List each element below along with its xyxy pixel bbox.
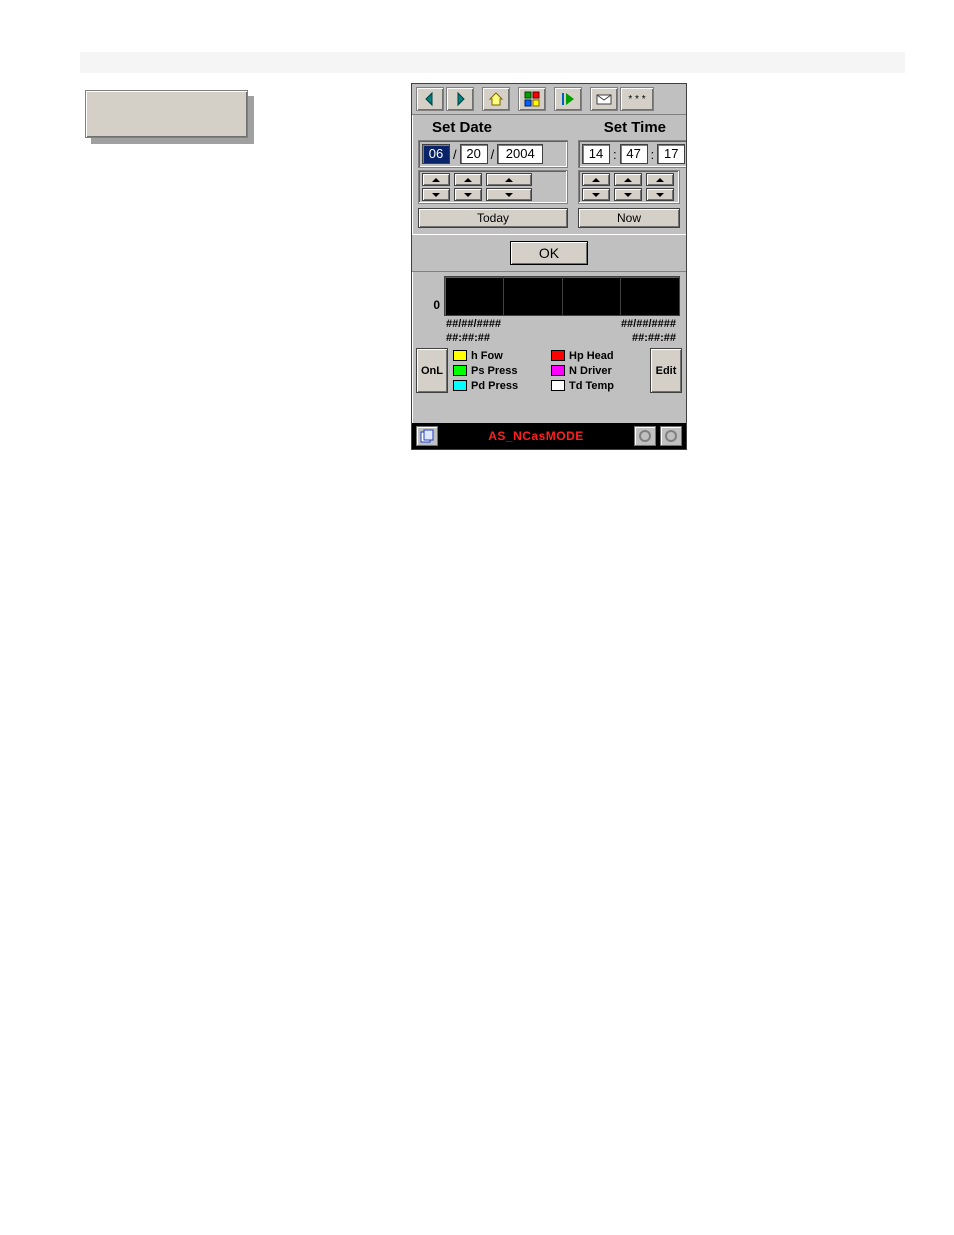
day-down-button[interactable] bbox=[454, 188, 482, 201]
hour-down-button[interactable] bbox=[582, 188, 610, 201]
ok-button[interactable]: OK bbox=[510, 241, 588, 265]
home-button[interactable] bbox=[482, 87, 510, 111]
toolbar: * * * bbox=[412, 84, 686, 115]
second-field[interactable]: 17 bbox=[657, 144, 685, 164]
legend-item: N Driver bbox=[549, 363, 647, 378]
more-button-label: * * * bbox=[628, 94, 645, 105]
day-field[interactable]: 20 bbox=[460, 144, 488, 164]
plot-end-date: ##/##/#### bbox=[621, 318, 676, 330]
status-bar: AS_NCasMODE bbox=[412, 423, 686, 449]
section-headings: Set Date Set Time bbox=[412, 115, 686, 138]
month-field[interactable]: 06 bbox=[422, 144, 450, 164]
trend-plot-frame: 0 bbox=[412, 272, 686, 316]
month-down-button[interactable] bbox=[422, 188, 450, 201]
legend: h Fow Hp Head Ps Press N Driver Pd Press… bbox=[451, 348, 647, 393]
legend-swatch bbox=[453, 350, 467, 361]
legend-swatch bbox=[453, 365, 467, 376]
year-up-button[interactable] bbox=[486, 173, 532, 186]
legend-item: Ps Press bbox=[451, 363, 549, 378]
second-up-button[interactable] bbox=[646, 173, 674, 186]
hour-field[interactable]: 14 bbox=[582, 144, 610, 164]
status-knob-2[interactable] bbox=[660, 426, 682, 446]
minute-down-button[interactable] bbox=[614, 188, 642, 201]
plot-date-ticks: ##/##/#### ##/##/#### bbox=[412, 316, 686, 330]
page-header-strip bbox=[80, 52, 905, 73]
legend-item: Pd Press bbox=[451, 378, 549, 393]
minute-field[interactable]: 47 bbox=[620, 144, 648, 164]
forward-button[interactable] bbox=[446, 87, 474, 111]
more-button[interactable]: * * * bbox=[620, 87, 654, 111]
legend-label: h Fow bbox=[471, 350, 503, 362]
legend-swatch bbox=[551, 380, 565, 391]
legend-label: Td Temp bbox=[569, 380, 614, 392]
side-panel-label bbox=[85, 90, 248, 138]
legend-label: Hp Head bbox=[569, 350, 614, 362]
today-button[interactable]: Today bbox=[418, 208, 568, 228]
time-spinners bbox=[578, 170, 680, 204]
plot-time-ticks: ##:##:## ##:##:## bbox=[412, 330, 686, 344]
year-field[interactable]: 2004 bbox=[497, 144, 543, 164]
legend-swatch bbox=[551, 350, 565, 361]
legend-item: h Fow bbox=[451, 348, 549, 363]
set-date-heading: Set Date bbox=[418, 119, 562, 136]
datetime-panel: * * * Set Date Set Time 06 / 20 / 2004 1… bbox=[411, 83, 687, 450]
windows-button[interactable] bbox=[518, 87, 546, 111]
legend-label: Ps Press bbox=[471, 365, 517, 377]
minute-up-button[interactable] bbox=[614, 173, 642, 186]
status-message: AS_NCasMODE bbox=[442, 429, 630, 443]
date-group: 06 / 20 / 2004 bbox=[418, 140, 568, 168]
legend-label: Pd Press bbox=[471, 380, 518, 392]
hour-up-button[interactable] bbox=[582, 173, 610, 186]
onl-button[interactable]: OnL bbox=[416, 348, 448, 393]
month-up-button[interactable] bbox=[422, 173, 450, 186]
plot-start-time: ##:##:## bbox=[446, 332, 490, 344]
legend-swatch bbox=[551, 365, 565, 376]
date-sep-2: / bbox=[490, 147, 496, 162]
second-down-button[interactable] bbox=[646, 188, 674, 201]
plot-y-tick: 0 bbox=[418, 276, 444, 312]
day-up-button[interactable] bbox=[454, 173, 482, 186]
edit-button[interactable]: Edit bbox=[650, 348, 682, 393]
year-down-button[interactable] bbox=[486, 188, 532, 201]
time-group: 14 : 47 : 17 bbox=[578, 140, 687, 168]
status-knob-1[interactable] bbox=[634, 426, 656, 446]
mail-button[interactable] bbox=[590, 87, 618, 111]
legend-swatch bbox=[453, 380, 467, 391]
time-sep-1: : bbox=[612, 147, 618, 162]
plot-start-date: ##/##/#### bbox=[446, 318, 501, 330]
plot-end-time: ##:##:## bbox=[632, 332, 676, 344]
now-button[interactable]: Now bbox=[578, 208, 680, 228]
legend-label: N Driver bbox=[569, 365, 612, 377]
date-sep-1: / bbox=[452, 147, 458, 162]
set-time-heading: Set Time bbox=[562, 119, 680, 136]
legend-item: Hp Head bbox=[549, 348, 647, 363]
pages-icon[interactable] bbox=[416, 426, 438, 446]
back-button[interactable] bbox=[416, 87, 444, 111]
legend-item: Td Temp bbox=[549, 378, 647, 393]
ok-bar: OK bbox=[412, 234, 686, 272]
date-spinners bbox=[418, 170, 568, 204]
trend-plot bbox=[444, 276, 680, 316]
time-sep-2: : bbox=[650, 147, 656, 162]
play-button[interactable] bbox=[554, 87, 582, 111]
